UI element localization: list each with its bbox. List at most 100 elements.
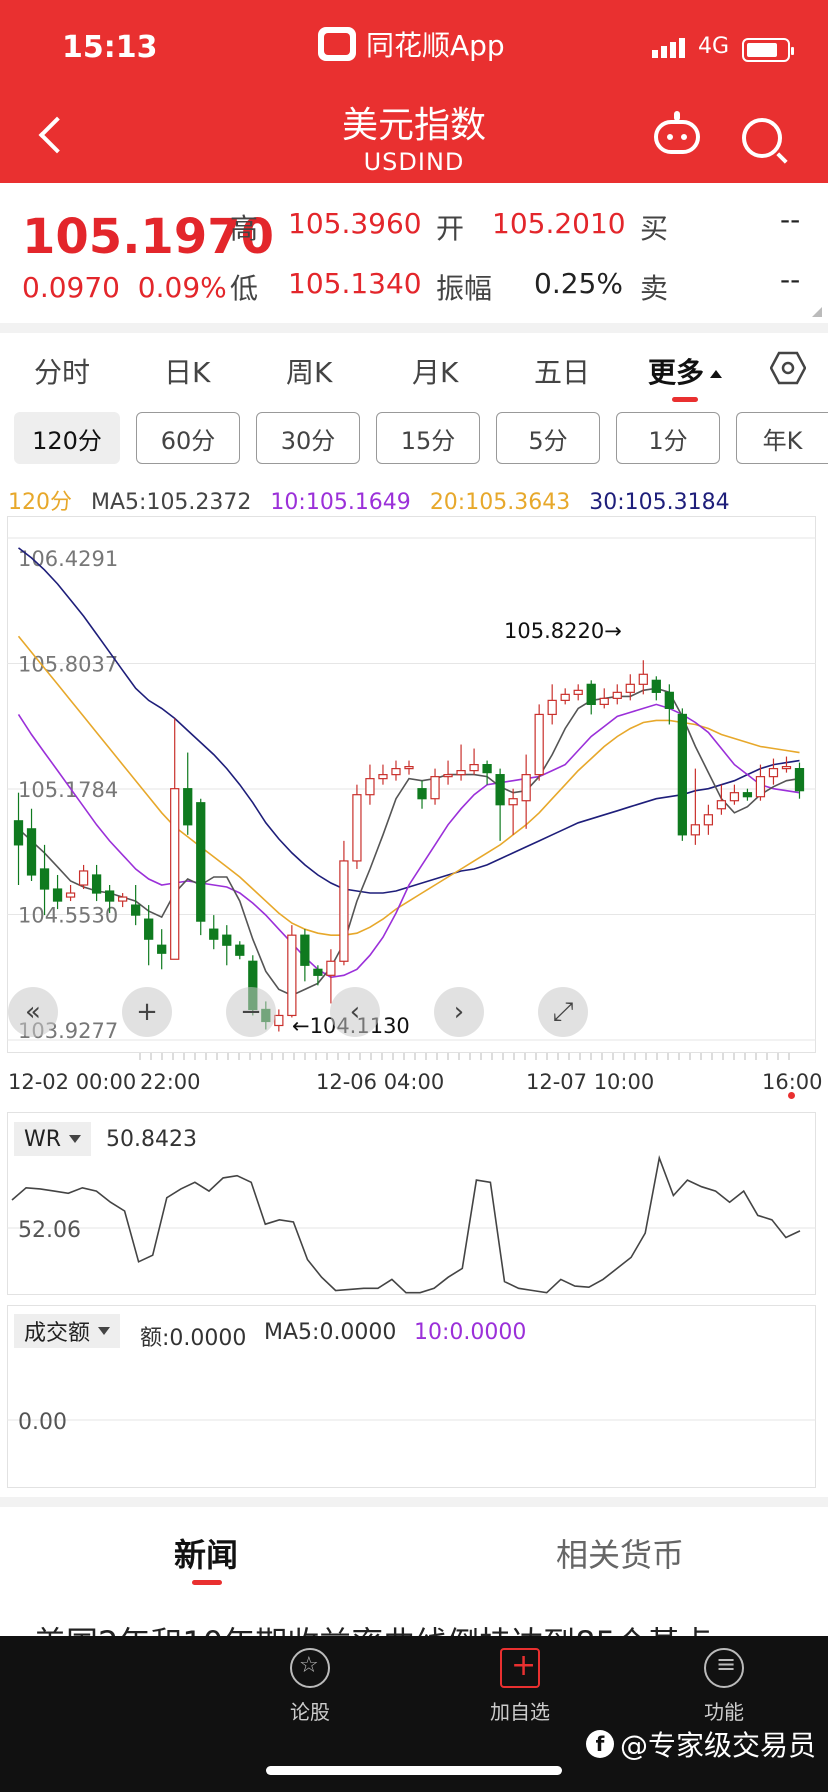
star-chat-icon xyxy=(290,1648,330,1688)
wr-panel-frame xyxy=(7,1112,816,1295)
x-tick-label: 16:00 xyxy=(762,1070,823,1094)
tab-five-day[interactable]: 五日 xyxy=(534,356,591,389)
high-label: 高 xyxy=(230,212,259,245)
period-60min[interactable]: 60分 xyxy=(136,412,240,464)
volume-tick-label: 0.00 xyxy=(18,1410,67,1435)
sell-label: 卖 xyxy=(640,272,669,305)
app-badge: 同花顺App xyxy=(318,24,505,64)
price-change: 0.0970 0.09% xyxy=(22,271,227,304)
last-price: 105.1970 xyxy=(22,209,275,265)
fullscreen-icon[interactable]: ⤢ xyxy=(538,987,588,1037)
robot-assistant-icon[interactable] xyxy=(654,111,700,154)
volume-panel-frame xyxy=(7,1305,816,1488)
change-percent: 0.09% xyxy=(137,271,227,304)
app-name: 同花顺App xyxy=(366,29,505,62)
menu-circle-icon xyxy=(704,1648,744,1688)
wr-tick-label: 52.06 xyxy=(18,1218,81,1243)
ma5-legend: MA5:105.2372 xyxy=(91,490,252,515)
open-value: 105.2010 xyxy=(492,207,626,240)
tab-active-indicator xyxy=(672,397,698,402)
tab-more[interactable]: 更多 xyxy=(648,351,723,391)
x-tick-label: 12-06 04:00 xyxy=(316,1070,445,1094)
tab-monthly-k[interactable]: 月K xyxy=(412,356,459,389)
divider xyxy=(0,1497,828,1507)
watermark-text: @专家级交易员 xyxy=(620,1729,817,1762)
period-selector: 120分 60分 30分 15分 5分 1分 年K xyxy=(0,412,828,468)
x-tick-label: 22:00 xyxy=(140,1070,201,1094)
tab-related-currency[interactable]: 相关货币 xyxy=(556,1536,685,1574)
volume-ma5: MA5:0.0000 xyxy=(264,1320,397,1345)
tab-news[interactable]: 新闻 xyxy=(174,1536,239,1574)
open-label: 开 xyxy=(436,212,465,245)
caret-up-icon xyxy=(710,370,723,378)
pan-left-icon[interactable]: ‹ xyxy=(330,987,380,1037)
period-1min[interactable]: 1分 xyxy=(616,412,720,464)
ma10-legend: 10:105.1649 xyxy=(270,490,411,515)
chart-tabs: 分时 日K 周K 月K 五日 更多 xyxy=(0,333,828,405)
nav-functions[interactable]: 功能 xyxy=(664,1648,784,1725)
period-yearly-k[interactable]: 年K xyxy=(736,412,828,464)
volume-amount: 额:0.0000 xyxy=(140,1326,247,1351)
tab-daily-k[interactable]: 日K xyxy=(164,356,211,389)
high-value: 105.3960 xyxy=(288,207,422,240)
low-value: 105.1340 xyxy=(288,267,422,300)
search-icon[interactable] xyxy=(742,118,782,158)
ma-legend: 120分 MA5:105.2372 10:105.1649 20:105.364… xyxy=(8,484,742,516)
ma30-legend: 30:105.3184 xyxy=(589,490,730,515)
amplitude-value: 0.25% xyxy=(534,267,623,300)
expand-corner-icon[interactable] xyxy=(812,307,822,317)
buy-value: -- xyxy=(780,203,801,236)
signal-icon xyxy=(652,38,685,58)
period-15min[interactable]: 15分 xyxy=(376,412,480,464)
x-tick-label: 12-02 00:00 xyxy=(8,1070,137,1094)
zoom-out-fast-icon[interactable]: « xyxy=(8,987,58,1037)
nav-functions-label: 功能 xyxy=(704,1700,744,1724)
wr-label: WR xyxy=(24,1126,62,1152)
wr-value: 50.8423 xyxy=(106,1127,197,1152)
change-value: 0.0970 xyxy=(22,271,120,304)
app-logo-icon xyxy=(318,27,356,61)
nav-add-watchlist[interactable]: 加自选 xyxy=(460,1648,580,1725)
buy-label: 买 xyxy=(640,212,669,245)
divider xyxy=(0,323,828,333)
nav-forum[interactable]: 论股 xyxy=(250,1648,370,1725)
settings-hexagon-icon[interactable] xyxy=(770,350,806,386)
pan-right-icon[interactable]: › xyxy=(434,987,484,1037)
period-30min[interactable]: 30分 xyxy=(256,412,360,464)
wr-selector[interactable]: WR xyxy=(14,1122,92,1156)
quote-panel: 105.1970 0.0970 0.09% 高 105.3960 开 105.2… xyxy=(0,183,828,323)
volume-ma10: 10:0.0000 xyxy=(414,1320,527,1345)
status-time: 15:13 xyxy=(62,30,158,65)
caret-down-icon xyxy=(69,1135,82,1143)
nav-forum-label: 论股 xyxy=(290,1700,330,1724)
period-5min[interactable]: 5分 xyxy=(496,412,600,464)
sell-value: -- xyxy=(780,263,801,296)
page-subtitle: USDIND xyxy=(363,148,465,176)
tab-weekly-k[interactable]: 周K xyxy=(286,356,333,389)
weibo-logo-icon: f xyxy=(586,1730,614,1758)
network-type: 4G xyxy=(698,34,730,59)
current-time-dot xyxy=(788,1092,795,1099)
ma20-legend: 20:105.3643 xyxy=(429,490,571,515)
nav-add-watchlist-label: 加自选 xyxy=(490,1700,550,1724)
add-square-icon xyxy=(500,1648,540,1688)
x-tick-label: 12-07 10:00 xyxy=(526,1070,655,1094)
page-title: 美元指数 xyxy=(341,105,486,146)
news-tab-indicator xyxy=(192,1580,222,1585)
amplitude-label: 振幅 xyxy=(436,272,493,305)
zoom-in-icon[interactable]: + xyxy=(122,987,172,1037)
ma-period-label: 120分 xyxy=(8,490,72,515)
kline-chart-frame[interactable] xyxy=(7,516,816,1053)
tab-intraday[interactable]: 分时 xyxy=(34,356,91,389)
volume-selector[interactable]: 成交额 xyxy=(14,1314,121,1348)
watermark: f @专家级交易员 xyxy=(586,1724,816,1764)
home-indicator xyxy=(266,1766,562,1775)
battery-icon xyxy=(742,38,794,62)
top-bar: 15:13 同花顺App 4G 美元指数 USDIND xyxy=(0,0,828,183)
volume-label: 成交额 xyxy=(24,1321,91,1346)
caret-down-icon xyxy=(98,1327,111,1335)
low-label: 低 xyxy=(230,272,259,305)
zoom-out-icon[interactable]: − xyxy=(226,987,276,1037)
period-120min[interactable]: 120分 xyxy=(14,412,120,464)
